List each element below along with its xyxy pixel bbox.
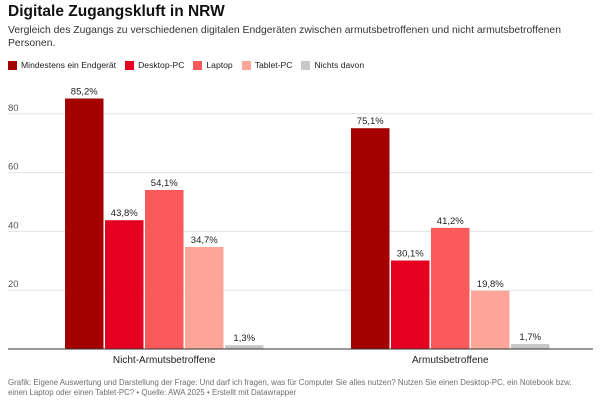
legend-item-nichts-davon: Nichts davon — [301, 60, 364, 70]
x-category-label: Armutsbetroffene — [412, 355, 489, 366]
legend-swatch-nichts-davon — [301, 60, 311, 70]
legend-swatch-desktop-pc — [125, 60, 135, 70]
legend-label-mindestens-ein-endgeraet: Mindestens ein Endgerät — [21, 60, 117, 70]
legend-item-mindestens-ein-endgeraet: Mindestens ein Endgerät — [8, 60, 116, 70]
x-category-label: Nicht-Armutsbetroffene — [113, 355, 216, 366]
legend-label-desktop-pc: Desktop-PC — [138, 60, 185, 70]
bar-tablet-pc — [185, 246, 224, 349]
data-label-tablet-pc: 19,8% — [477, 279, 504, 290]
data-label-tablet-pc: 34,7% — [191, 235, 218, 246]
chart-legend: Mindestens ein Endgerät Desktop-PC Lapto… — [8, 58, 373, 72]
bar-tablet-pc — [471, 290, 510, 349]
bar-laptop — [145, 189, 184, 349]
bar-mindestens-ein-endgeraet — [351, 128, 390, 349]
legend-swatch-tablet-pc — [241, 60, 251, 70]
legend-item-laptop: Laptop — [193, 60, 233, 70]
legend-item-tablet-pc: Tablet-PC — [241, 60, 293, 70]
legend-label-laptop: Laptop — [206, 60, 233, 70]
bar-nichts-davon — [511, 344, 550, 349]
bar-desktop-pc — [391, 260, 430, 349]
bar-nichts-davon — [225, 345, 264, 349]
y-tick-label: 80 — [8, 103, 19, 114]
data-label-laptop: 54,1% — [151, 178, 178, 189]
bar-mindestens-ein-endgeraet — [65, 98, 104, 350]
legend-label-nichts-davon: Nichts davon — [314, 60, 365, 70]
bar-desktop-pc — [105, 220, 144, 349]
data-label-mindestens-ein-endgeraet: 75,1% — [357, 116, 384, 127]
data-label-desktop-pc: 30,1% — [397, 249, 424, 260]
legend-label-tablet-pc: Tablet-PC — [254, 60, 293, 70]
data-label-nichts-davon: 1,7% — [519, 332, 541, 343]
data-label-mindestens-ein-endgeraet: 85,2% — [71, 87, 98, 98]
bar-chart: 20 40 60 80 85,2% 43,8% 54,1% 34,7% 1,3% Nicht-Ar… — [8, 87, 593, 366]
y-tick-label: 40 — [8, 220, 19, 231]
data-label-desktop-pc: 43,8% — [111, 208, 138, 219]
chart-subtitle: Vergleich des Zugangs zu verschiedenen d… — [8, 25, 561, 49]
y-tick-label: 20 — [8, 279, 19, 290]
data-label-nichts-davon: 1,3% — [233, 333, 255, 344]
data-label-laptop: 41,2% — [437, 216, 464, 227]
bar-laptop — [431, 227, 470, 349]
y-tick-label: 60 — [8, 162, 19, 173]
legend-swatch-mindestens-ein-endgeraet — [8, 60, 17, 70]
legend-item-desktop-pc: Desktop-PC — [125, 60, 184, 70]
chart-footer-note: Grafik: Eigene Auswertung und Darstellun… — [8, 378, 572, 397]
chart-title: Digitale Zugangskluft in NRW — [8, 3, 225, 20]
legend-swatch-laptop — [193, 60, 203, 70]
